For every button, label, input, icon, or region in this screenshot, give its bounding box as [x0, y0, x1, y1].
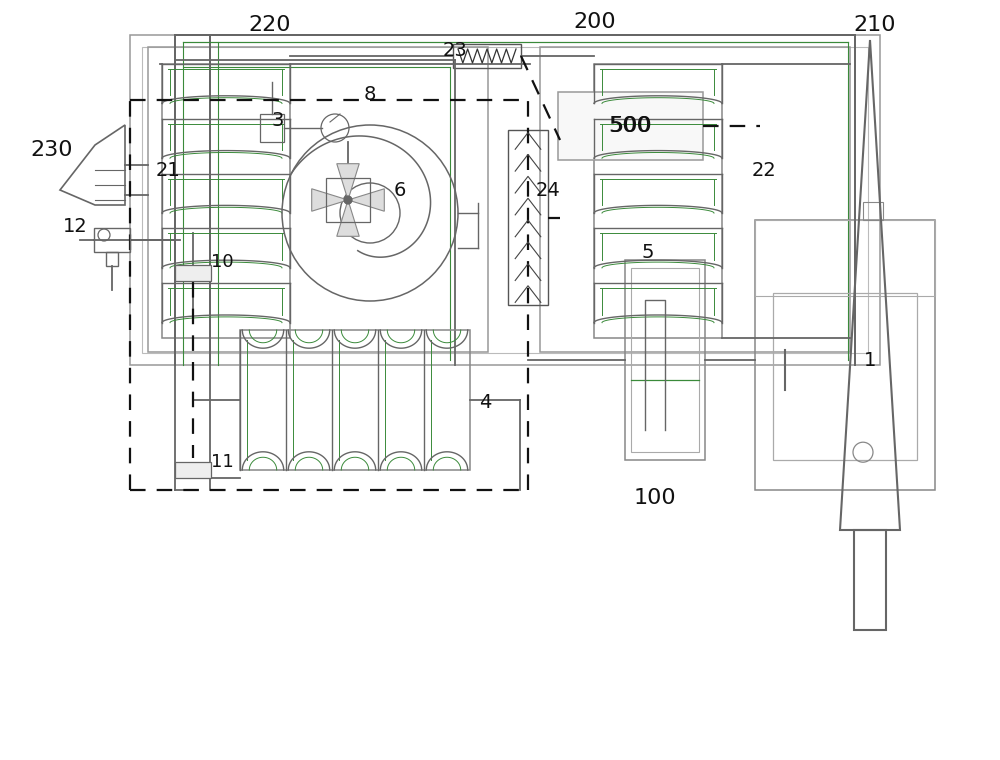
Bar — [594, 64, 722, 338]
Bar — [148, 47, 488, 352]
Text: 6: 6 — [394, 181, 406, 200]
Bar — [326, 178, 370, 222]
Bar — [106, 252, 118, 266]
Circle shape — [344, 196, 352, 204]
Bar — [142, 47, 868, 353]
Bar — [863, 202, 883, 220]
Bar — [508, 130, 548, 305]
Text: 230: 230 — [31, 140, 73, 160]
Text: 8: 8 — [364, 86, 376, 105]
Bar — [240, 330, 470, 470]
Bar — [558, 92, 703, 160]
Text: 24: 24 — [536, 181, 560, 200]
Text: 1: 1 — [864, 350, 876, 369]
Bar — [94, 228, 130, 252]
Text: 4: 4 — [479, 392, 491, 411]
Text: 22: 22 — [752, 160, 776, 179]
Bar — [453, 44, 521, 68]
Bar — [631, 268, 699, 452]
Polygon shape — [337, 200, 359, 236]
Text: 210: 210 — [854, 15, 896, 35]
Text: 500: 500 — [610, 116, 652, 136]
Bar — [625, 260, 705, 460]
Text: 500: 500 — [609, 116, 651, 136]
Bar — [540, 47, 850, 352]
Text: 10: 10 — [211, 253, 233, 271]
Bar — [755, 220, 935, 296]
Polygon shape — [348, 188, 384, 211]
Text: 220: 220 — [249, 15, 291, 35]
Bar — [260, 114, 284, 142]
Bar — [854, 530, 886, 630]
Bar — [175, 265, 211, 281]
Text: 12: 12 — [63, 217, 87, 236]
Text: 11: 11 — [211, 453, 233, 471]
Bar — [175, 462, 211, 478]
Bar — [773, 293, 917, 460]
Text: 23: 23 — [443, 40, 467, 59]
Text: 200: 200 — [574, 12, 616, 32]
Text: 5: 5 — [642, 242, 654, 261]
Polygon shape — [312, 188, 348, 211]
Polygon shape — [337, 163, 359, 200]
Text: 3: 3 — [272, 110, 284, 129]
Bar — [162, 64, 290, 338]
Text: 21: 21 — [156, 160, 180, 179]
Bar — [130, 35, 880, 365]
Text: 100: 100 — [634, 488, 676, 508]
Bar — [755, 220, 935, 490]
